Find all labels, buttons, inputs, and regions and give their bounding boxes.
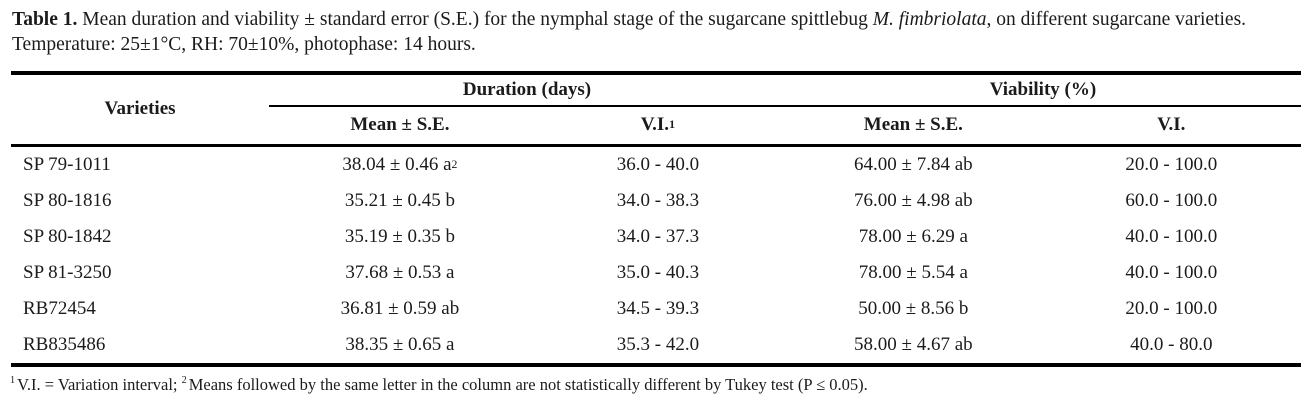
header-duration-mean-label: Mean ± S.E.: [350, 114, 450, 136]
cell-duration-mean: 37.68 ± 0.53 a: [345, 261, 455, 283]
cell-variety: RB835486: [23, 333, 106, 355]
cell-duration-mean: 36.81 ± 0.59 ab: [340, 297, 460, 319]
header-viability-vi-label: V.I.: [1157, 114, 1186, 136]
cell-duration-vi: 34.5 - 39.3: [616, 297, 700, 319]
header-viability-mean: Mean ± S.E.: [785, 107, 1042, 144]
header-viability-vi: V.I.: [1042, 107, 1301, 144]
caption-text-after-species: , on different sugarcane varieties. Temp…: [12, 9, 1247, 56]
cell-variety: SP 81-3250: [23, 261, 112, 283]
cell-viability-mean: 64.00 ± 7.84 ab: [854, 153, 973, 175]
cell-viability-mean: 78.00 ± 6.29 a: [858, 225, 968, 247]
cell-duration-mean: 35.21 ± 0.45 b: [344, 189, 456, 211]
cell-viability-mean: 58.00 ± 4.67 ab: [854, 333, 973, 355]
cell-viability-mean: 78.00 ± 5.54 a: [858, 261, 968, 283]
data-table: Varieties Duration (days) Viability (%) …: [11, 70, 1301, 367]
cell-viability-vi: 20.0 - 100.0: [1125, 153, 1218, 175]
table-footnote: 1 V.I. = Variation interval; 2 Means follo…: [10, 375, 1306, 396]
cell-viability-vi: 40.0 - 100.0: [1125, 225, 1218, 247]
cell-duration-vi: 36.0 - 40.0: [616, 153, 700, 175]
duration-mean-value: 38.04 ± 0.46 a: [342, 153, 452, 175]
cell-viability-mean: 76.00 ± 4.98 ab: [854, 189, 973, 211]
cell-viability-vi: 60.0 - 100.0: [1125, 189, 1218, 211]
header-viability-mean-label: Mean ± S.E.: [863, 114, 963, 136]
cell-duration-mean: 35.19 ± 0.35 b: [344, 225, 456, 247]
caption-species-name: M. fimbriolata: [872, 9, 987, 30]
footnote-superscript-2: 2: [181, 375, 187, 387]
cell-viability-vi: 20.0 - 100.0: [1125, 297, 1218, 319]
cell-duration-vi: 34.0 - 37.3: [616, 225, 700, 247]
header-duration-vi-label: V.I.: [640, 114, 670, 136]
cell-duration-vi: 35.0 - 40.3: [616, 261, 700, 283]
caption-label: Table 1.: [12, 9, 78, 30]
header-duration-mean: Mean ± S.E.: [269, 107, 531, 144]
footnote-tukey-note: Means followed by the same letter in the…: [188, 374, 868, 394]
cell-variety: SP 79-1011: [23, 153, 111, 175]
cell-duration-mean: 38.35 ± 0.65 a: [345, 333, 455, 355]
cell-variety: SP 80-1816: [23, 189, 112, 211]
header-duration-vi: V.I. 1: [640, 114, 675, 136]
cell-viability-vi: 40.0 - 80.0: [1130, 333, 1213, 355]
footnote-vi-definition: V.I. = Variation interval;: [17, 374, 182, 394]
cell-duration-vi: 34.0 - 38.3: [616, 189, 700, 211]
footnote-superscript-1: 1: [10, 375, 16, 387]
header-group-duration: Duration (days): [269, 75, 785, 107]
cell-viability-vi: 40.0 - 100.0: [1125, 261, 1218, 283]
cell-variety: RB72454: [23, 297, 96, 319]
header-group-viability: Viability (%): [784, 75, 1301, 107]
table-header: Varieties Duration (days) Viability (%) …: [11, 75, 1301, 147]
cell-variety: SP 80-1842: [23, 225, 112, 247]
table-caption: Table 1. Mean duration and viability ± s…: [0, 0, 1314, 58]
caption-text-before-species: Mean duration and viability ± standard e…: [77, 9, 873, 30]
cell-duration-vi: 35.3 - 42.0: [616, 333, 700, 355]
cell-viability-mean: 50.00 ± 8.56 b: [858, 297, 969, 319]
header-varieties: Varieties: [104, 98, 176, 120]
